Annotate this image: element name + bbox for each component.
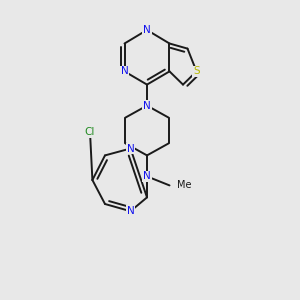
Text: N: N <box>127 206 134 216</box>
Text: N: N <box>143 171 151 182</box>
Text: N: N <box>121 66 128 76</box>
Text: Cl: Cl <box>85 127 95 137</box>
Text: Me: Me <box>177 180 191 190</box>
Text: N: N <box>127 143 134 154</box>
Text: N: N <box>143 25 151 35</box>
Text: N: N <box>143 100 151 111</box>
Text: S: S <box>193 66 200 76</box>
